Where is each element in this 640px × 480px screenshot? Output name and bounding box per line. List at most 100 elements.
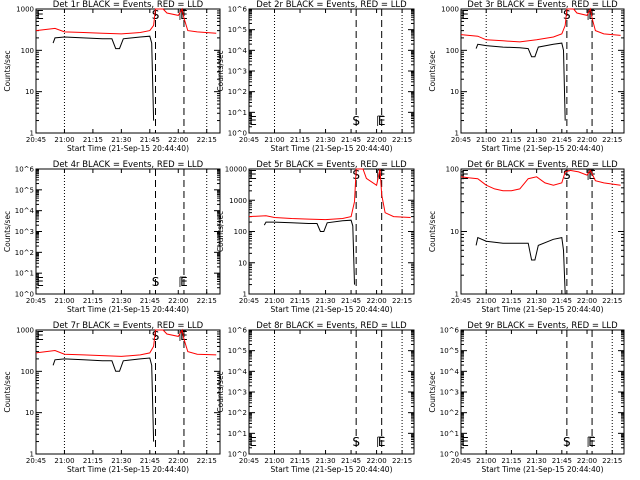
x-tick-label: 22:15 xyxy=(197,297,217,305)
y-axis-label: Counts/sec xyxy=(428,50,437,91)
start-marker: S xyxy=(352,435,360,449)
y-tick-label: 1 xyxy=(30,130,34,138)
edge-marker: E xyxy=(36,8,44,22)
y-axis-label: Counts/sec xyxy=(3,50,12,91)
y-tick-label: 10000 xyxy=(225,166,247,174)
y-tick-label: 10^4 xyxy=(228,47,248,55)
end-marker: E xyxy=(588,168,596,182)
panel-7: Det 7r BLACK = Events, RED = LLD 20:45 21:… xyxy=(3,321,221,474)
y-tick-label: 10^5 xyxy=(15,186,34,194)
plot-frame xyxy=(35,168,221,295)
y-tick-label: 10^0 xyxy=(440,451,459,459)
x-tick-label: 20:45 xyxy=(451,136,471,144)
edge-marker: E xyxy=(461,435,469,449)
plot-frame xyxy=(35,8,221,134)
plot-frame xyxy=(460,8,625,134)
x-tick-label: 22:00 xyxy=(577,457,597,465)
y-tick-label: 1000 xyxy=(229,197,247,205)
x-axis-label: Start Time (21-Sep-15 20:44:40) xyxy=(271,305,393,314)
y-tick-label: 10^3 xyxy=(228,389,247,397)
y-tick-label: 10^6 xyxy=(15,166,35,174)
x-tick-label: 21:00 xyxy=(264,297,284,305)
x-tick-label: 22:15 xyxy=(392,136,412,144)
x-tick-label: 21:15 xyxy=(83,297,103,305)
end-marker: E xyxy=(378,168,386,182)
panel-3: Det 3r BLACK = Events, RED = LLD 20:45 21:… xyxy=(428,0,625,153)
end-marker-bracket xyxy=(377,115,384,126)
edge-marker: E xyxy=(249,435,257,449)
y-tick-label: 10^6 xyxy=(228,327,248,335)
x-tick-label: 22:15 xyxy=(602,136,622,144)
y-tick-label: 10^1 xyxy=(228,430,247,438)
y-tick-label: 10^1 xyxy=(228,109,247,117)
x-axis-label: Start Time (21-Sep-15 20:44:40) xyxy=(482,305,604,314)
x-tick-label: 22:15 xyxy=(602,297,622,305)
y-tick-label: 100 xyxy=(234,228,247,236)
y-axis-label: Counts/sec xyxy=(428,371,437,412)
end-marker: E xyxy=(378,114,386,128)
lld-series-line xyxy=(460,169,621,192)
end-marker-bracket xyxy=(587,436,595,447)
x-tick-label: 20:45 xyxy=(239,297,259,305)
x-axis-label: Start Time (21-Sep-15 20:44:40) xyxy=(482,465,604,474)
x-tick-label: 21:45 xyxy=(552,457,572,465)
panel-1: Det 1r BLACK = Events, RED = LLD 20:45 21:… xyxy=(3,0,221,153)
x-tick-label: 21:45 xyxy=(140,136,160,144)
y-tick-label: 10 xyxy=(450,88,459,96)
events-series-line xyxy=(475,236,566,295)
y-tick-label: 1000 xyxy=(16,327,34,335)
start-marker: S xyxy=(563,8,571,22)
x-tick-label: 21:15 xyxy=(290,457,310,465)
start-marker: S xyxy=(152,329,160,343)
events-series-line xyxy=(263,219,355,285)
panel-8: Det 8r BLACK = Events, RED = LLD 20:45 21:… xyxy=(216,321,415,474)
y-tick-label: 10^6 xyxy=(228,6,248,14)
y-tick-label: 10^6 xyxy=(440,327,460,335)
y-axis-label: Counts/sec xyxy=(3,371,12,412)
y-tick-label: 10^3 xyxy=(228,68,247,76)
y-axis-label: Counts/sec xyxy=(428,211,437,252)
x-tick-label: 21:30 xyxy=(315,457,335,465)
y-tick-label: 10^5 xyxy=(228,26,247,34)
panel-title: Det 1r BLACK = Events, RED = LLD xyxy=(53,0,204,10)
x-tick-label: 20:45 xyxy=(26,136,46,144)
y-tick-label: 1 xyxy=(243,291,247,299)
edge-marker: E xyxy=(461,8,469,22)
y-tick-label: 10 xyxy=(238,259,247,267)
x-tick-label: 21:00 xyxy=(476,457,496,465)
lld-series-line xyxy=(460,7,621,43)
y-tick-label: 100 xyxy=(446,166,459,174)
x-tick-label: 21:30 xyxy=(111,457,131,465)
end-marker: E xyxy=(180,275,188,289)
x-tick-label: 21:00 xyxy=(264,457,284,465)
y-tick-label: 10^2 xyxy=(228,88,247,96)
x-tick-label: 22:15 xyxy=(197,457,217,465)
x-tick-label: 21:45 xyxy=(140,297,160,305)
x-tick-label: 21:15 xyxy=(501,457,521,465)
y-tick-label: 10^0 xyxy=(228,130,247,138)
y-axis-label: Counts/sec xyxy=(3,211,12,252)
x-tick-label: 22:15 xyxy=(197,136,217,144)
y-tick-label: 10^4 xyxy=(15,207,35,215)
y-tick-label: 10^2 xyxy=(440,409,459,417)
x-tick-label: 21:45 xyxy=(341,136,361,144)
x-tick-label: 21:00 xyxy=(476,297,496,305)
y-tick-label: 10^5 xyxy=(228,347,247,355)
events-series-line xyxy=(475,42,566,121)
x-tick-label: 20:45 xyxy=(451,457,471,465)
x-tick-label: 22:00 xyxy=(577,136,597,144)
y-tick-label: 100 xyxy=(21,368,34,376)
x-tick-label: 22:15 xyxy=(392,457,412,465)
x-tick-label: 21:15 xyxy=(83,457,103,465)
x-tick-label: 21:15 xyxy=(501,136,521,144)
x-tick-label: 22:15 xyxy=(602,457,622,465)
y-tick-label: 1000 xyxy=(16,6,34,14)
y-tick-label: 1 xyxy=(30,451,34,459)
events-series-line xyxy=(52,357,155,442)
x-tick-label: 22:00 xyxy=(168,297,188,305)
x-tick-label: 22:00 xyxy=(366,297,386,305)
y-tick-label: 100 xyxy=(21,47,34,55)
y-tick-label: 10 xyxy=(25,88,34,96)
lld-series-line xyxy=(35,328,217,357)
y-tick-label: 10 xyxy=(450,228,459,236)
